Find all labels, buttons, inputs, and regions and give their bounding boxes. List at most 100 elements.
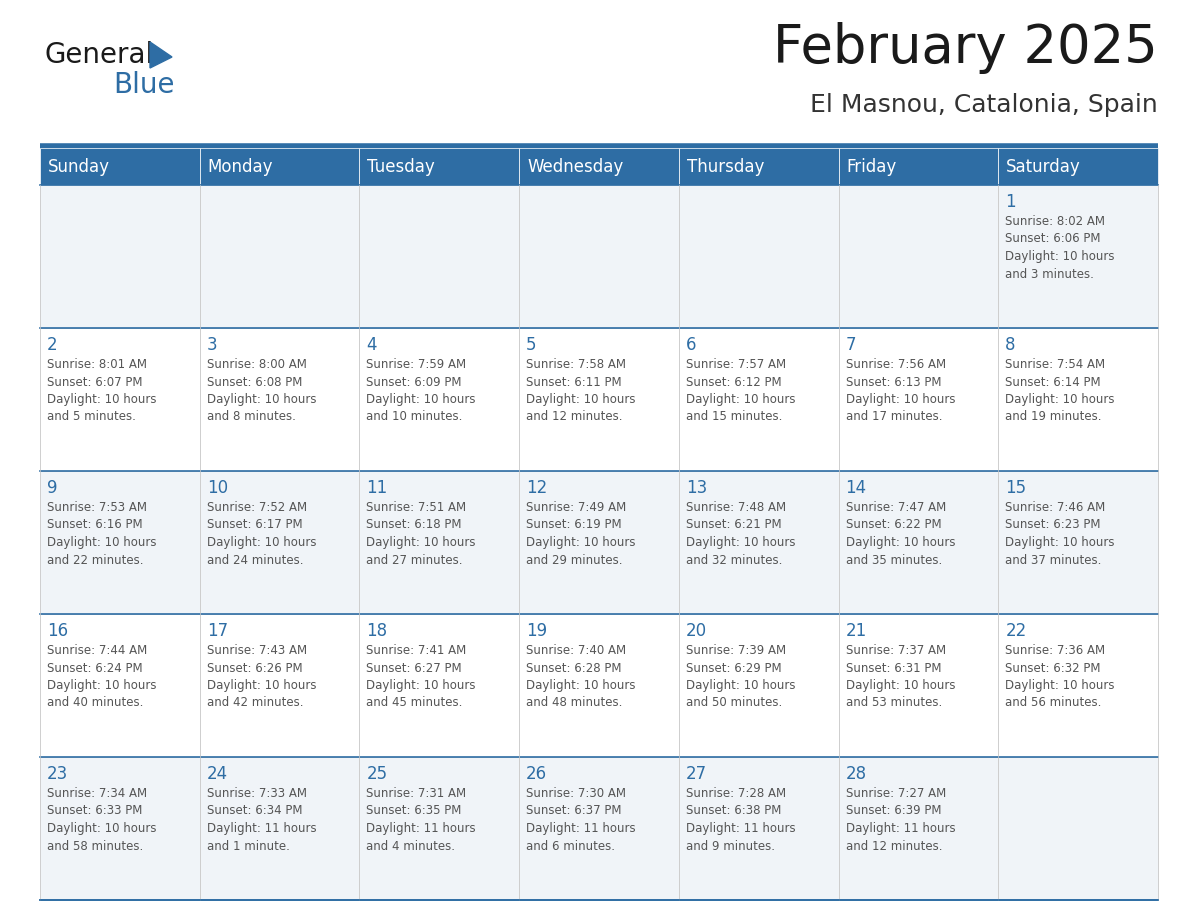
Bar bbox=[678, 614, 839, 757]
Bar bbox=[40, 757, 200, 900]
Text: Sunrise: 7:53 AM
Sunset: 6:16 PM
Daylight: 10 hours
and 22 minutes.: Sunrise: 7:53 AM Sunset: 6:16 PM Dayligh… bbox=[48, 501, 157, 566]
Bar bbox=[40, 614, 200, 757]
Text: 8: 8 bbox=[1005, 336, 1016, 354]
Bar bbox=[40, 328, 200, 471]
Text: General: General bbox=[45, 41, 154, 69]
Bar bbox=[360, 328, 519, 471]
Bar bbox=[200, 614, 360, 757]
Bar bbox=[519, 757, 678, 900]
Text: Blue: Blue bbox=[113, 71, 175, 99]
Text: 1: 1 bbox=[1005, 193, 1016, 211]
Text: Sunrise: 7:58 AM
Sunset: 6:11 PM
Daylight: 10 hours
and 12 minutes.: Sunrise: 7:58 AM Sunset: 6:11 PM Dayligh… bbox=[526, 358, 636, 423]
Text: 6: 6 bbox=[685, 336, 696, 354]
Text: 13: 13 bbox=[685, 479, 707, 497]
Text: Sunrise: 7:48 AM
Sunset: 6:21 PM
Daylight: 10 hours
and 32 minutes.: Sunrise: 7:48 AM Sunset: 6:21 PM Dayligh… bbox=[685, 501, 795, 566]
Text: 2: 2 bbox=[48, 336, 58, 354]
Text: Sunrise: 7:30 AM
Sunset: 6:37 PM
Daylight: 11 hours
and 6 minutes.: Sunrise: 7:30 AM Sunset: 6:37 PM Dayligh… bbox=[526, 787, 636, 853]
Text: 18: 18 bbox=[366, 622, 387, 640]
Text: Sunrise: 7:40 AM
Sunset: 6:28 PM
Daylight: 10 hours
and 48 minutes.: Sunrise: 7:40 AM Sunset: 6:28 PM Dayligh… bbox=[526, 644, 636, 710]
Bar bbox=[998, 757, 1158, 900]
Text: Sunrise: 7:49 AM
Sunset: 6:19 PM
Daylight: 10 hours
and 29 minutes.: Sunrise: 7:49 AM Sunset: 6:19 PM Dayligh… bbox=[526, 501, 636, 566]
Text: February 2025: February 2025 bbox=[773, 22, 1158, 74]
Bar bbox=[200, 757, 360, 900]
Bar bbox=[678, 148, 839, 185]
Bar bbox=[839, 471, 998, 614]
Text: Sunrise: 7:27 AM
Sunset: 6:39 PM
Daylight: 11 hours
and 12 minutes.: Sunrise: 7:27 AM Sunset: 6:39 PM Dayligh… bbox=[846, 787, 955, 853]
Text: 21: 21 bbox=[846, 622, 867, 640]
Text: 22: 22 bbox=[1005, 622, 1026, 640]
Text: 28: 28 bbox=[846, 765, 867, 783]
Text: El Masnou, Catalonia, Spain: El Masnou, Catalonia, Spain bbox=[810, 93, 1158, 117]
Text: Sunrise: 7:59 AM
Sunset: 6:09 PM
Daylight: 10 hours
and 10 minutes.: Sunrise: 7:59 AM Sunset: 6:09 PM Dayligh… bbox=[366, 358, 476, 423]
Text: Sunrise: 7:54 AM
Sunset: 6:14 PM
Daylight: 10 hours
and 19 minutes.: Sunrise: 7:54 AM Sunset: 6:14 PM Dayligh… bbox=[1005, 358, 1114, 423]
Bar bbox=[678, 471, 839, 614]
Text: 7: 7 bbox=[846, 336, 857, 354]
Bar bbox=[998, 328, 1158, 471]
Bar bbox=[998, 614, 1158, 757]
Bar bbox=[200, 185, 360, 328]
Text: 14: 14 bbox=[846, 479, 867, 497]
Bar bbox=[40, 185, 200, 328]
Text: 27: 27 bbox=[685, 765, 707, 783]
Text: Monday: Monday bbox=[208, 158, 273, 175]
Text: Wednesday: Wednesday bbox=[527, 158, 624, 175]
Text: 15: 15 bbox=[1005, 479, 1026, 497]
Text: Sunrise: 7:33 AM
Sunset: 6:34 PM
Daylight: 11 hours
and 1 minute.: Sunrise: 7:33 AM Sunset: 6:34 PM Dayligh… bbox=[207, 787, 316, 853]
Text: Sunrise: 7:52 AM
Sunset: 6:17 PM
Daylight: 10 hours
and 24 minutes.: Sunrise: 7:52 AM Sunset: 6:17 PM Dayligh… bbox=[207, 501, 316, 566]
Bar bbox=[678, 185, 839, 328]
Text: Thursday: Thursday bbox=[687, 158, 764, 175]
Text: Sunrise: 7:43 AM
Sunset: 6:26 PM
Daylight: 10 hours
and 42 minutes.: Sunrise: 7:43 AM Sunset: 6:26 PM Dayligh… bbox=[207, 644, 316, 710]
Text: 17: 17 bbox=[207, 622, 228, 640]
Bar bbox=[839, 185, 998, 328]
Bar bbox=[360, 614, 519, 757]
Bar bbox=[519, 328, 678, 471]
Bar bbox=[360, 757, 519, 900]
Text: 16: 16 bbox=[48, 622, 68, 640]
Text: 12: 12 bbox=[526, 479, 548, 497]
Bar bbox=[200, 328, 360, 471]
Text: Sunrise: 7:46 AM
Sunset: 6:23 PM
Daylight: 10 hours
and 37 minutes.: Sunrise: 7:46 AM Sunset: 6:23 PM Dayligh… bbox=[1005, 501, 1114, 566]
Text: 5: 5 bbox=[526, 336, 537, 354]
Bar bbox=[839, 148, 998, 185]
Text: 11: 11 bbox=[366, 479, 387, 497]
Bar bbox=[360, 185, 519, 328]
Bar bbox=[519, 148, 678, 185]
Bar bbox=[839, 328, 998, 471]
Text: 24: 24 bbox=[207, 765, 228, 783]
Bar bbox=[519, 614, 678, 757]
Bar bbox=[200, 148, 360, 185]
Text: Sunrise: 7:56 AM
Sunset: 6:13 PM
Daylight: 10 hours
and 17 minutes.: Sunrise: 7:56 AM Sunset: 6:13 PM Dayligh… bbox=[846, 358, 955, 423]
Text: 4: 4 bbox=[366, 336, 377, 354]
Polygon shape bbox=[150, 42, 172, 68]
Bar bbox=[200, 471, 360, 614]
Text: Friday: Friday bbox=[847, 158, 897, 175]
Text: Sunrise: 7:28 AM
Sunset: 6:38 PM
Daylight: 11 hours
and 9 minutes.: Sunrise: 7:28 AM Sunset: 6:38 PM Dayligh… bbox=[685, 787, 796, 853]
Text: Sunrise: 7:47 AM
Sunset: 6:22 PM
Daylight: 10 hours
and 35 minutes.: Sunrise: 7:47 AM Sunset: 6:22 PM Dayligh… bbox=[846, 501, 955, 566]
Text: 26: 26 bbox=[526, 765, 548, 783]
Text: Sunrise: 8:02 AM
Sunset: 6:06 PM
Daylight: 10 hours
and 3 minutes.: Sunrise: 8:02 AM Sunset: 6:06 PM Dayligh… bbox=[1005, 215, 1114, 281]
Text: Sunrise: 7:36 AM
Sunset: 6:32 PM
Daylight: 10 hours
and 56 minutes.: Sunrise: 7:36 AM Sunset: 6:32 PM Dayligh… bbox=[1005, 644, 1114, 710]
Text: 23: 23 bbox=[48, 765, 68, 783]
Text: Sunrise: 7:31 AM
Sunset: 6:35 PM
Daylight: 11 hours
and 4 minutes.: Sunrise: 7:31 AM Sunset: 6:35 PM Dayligh… bbox=[366, 787, 476, 853]
Text: Sunrise: 7:41 AM
Sunset: 6:27 PM
Daylight: 10 hours
and 45 minutes.: Sunrise: 7:41 AM Sunset: 6:27 PM Dayligh… bbox=[366, 644, 476, 710]
Bar bbox=[40, 148, 200, 185]
Text: Sunday: Sunday bbox=[48, 158, 110, 175]
Bar bbox=[998, 185, 1158, 328]
Text: 3: 3 bbox=[207, 336, 217, 354]
Text: Sunrise: 8:01 AM
Sunset: 6:07 PM
Daylight: 10 hours
and 5 minutes.: Sunrise: 8:01 AM Sunset: 6:07 PM Dayligh… bbox=[48, 358, 157, 423]
Text: 10: 10 bbox=[207, 479, 228, 497]
Bar bbox=[678, 328, 839, 471]
Text: Saturday: Saturday bbox=[1006, 158, 1081, 175]
Text: 9: 9 bbox=[48, 479, 57, 497]
Bar bbox=[360, 471, 519, 614]
Text: Sunrise: 7:39 AM
Sunset: 6:29 PM
Daylight: 10 hours
and 50 minutes.: Sunrise: 7:39 AM Sunset: 6:29 PM Dayligh… bbox=[685, 644, 795, 710]
Text: Sunrise: 8:00 AM
Sunset: 6:08 PM
Daylight: 10 hours
and 8 minutes.: Sunrise: 8:00 AM Sunset: 6:08 PM Dayligh… bbox=[207, 358, 316, 423]
Bar bbox=[678, 757, 839, 900]
Bar bbox=[839, 757, 998, 900]
Text: Sunrise: 7:37 AM
Sunset: 6:31 PM
Daylight: 10 hours
and 53 minutes.: Sunrise: 7:37 AM Sunset: 6:31 PM Dayligh… bbox=[846, 644, 955, 710]
Text: Sunrise: 7:57 AM
Sunset: 6:12 PM
Daylight: 10 hours
and 15 minutes.: Sunrise: 7:57 AM Sunset: 6:12 PM Dayligh… bbox=[685, 358, 795, 423]
Bar bbox=[998, 471, 1158, 614]
Bar bbox=[839, 614, 998, 757]
Text: 25: 25 bbox=[366, 765, 387, 783]
Text: Tuesday: Tuesday bbox=[367, 158, 435, 175]
